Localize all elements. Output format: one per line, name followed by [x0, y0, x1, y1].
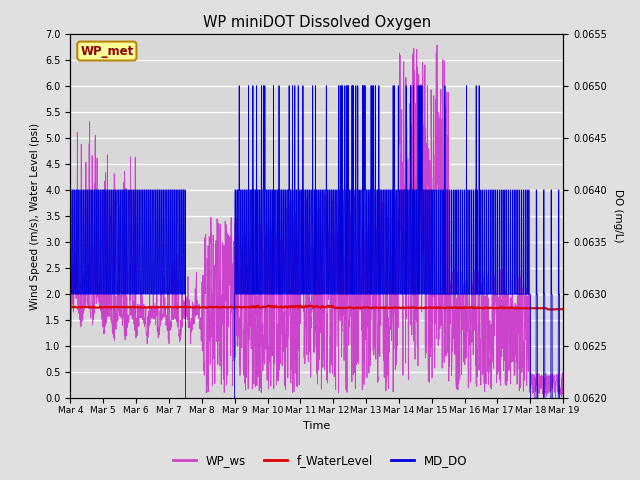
- Legend: WP_ws, f_WaterLevel, MD_DO: WP_ws, f_WaterLevel, MD_DO: [168, 449, 472, 472]
- X-axis label: Time: Time: [303, 420, 330, 431]
- Y-axis label: DO (mg/L): DO (mg/L): [614, 189, 623, 243]
- Title: WP miniDOT Dissolved Oxygen: WP miniDOT Dissolved Oxygen: [203, 15, 431, 30]
- Y-axis label: Wind Speed (m/s), Water Level (psi): Wind Speed (m/s), Water Level (psi): [29, 122, 40, 310]
- Text: WP_met: WP_met: [80, 45, 134, 58]
